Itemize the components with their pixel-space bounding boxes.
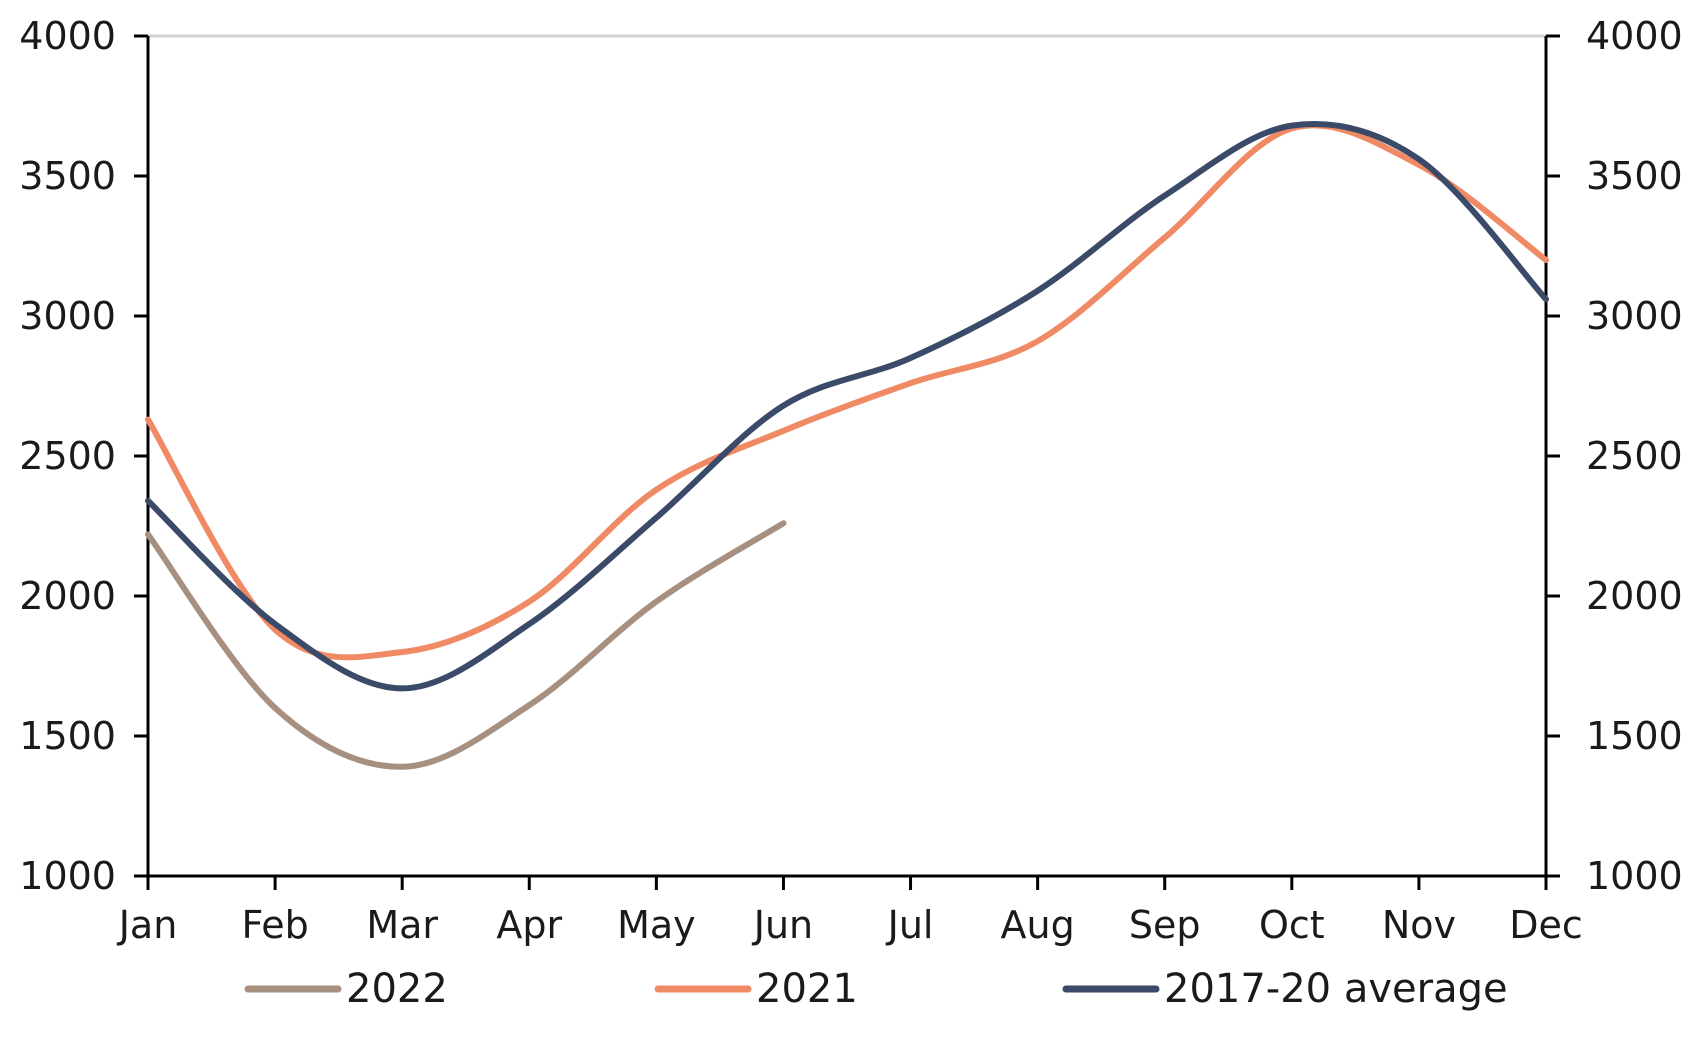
y-tick-label-right: 3500 (1586, 154, 1683, 198)
y-tick-label-left: 3000 (19, 294, 116, 338)
x-tick-label: Oct (1259, 903, 1325, 947)
y-tick-label-left: 1000 (19, 854, 116, 898)
y-tick-label-left: 3500 (19, 154, 116, 198)
legend-label-2022: 2022 (346, 966, 448, 1012)
x-tick-label: Nov (1382, 903, 1456, 947)
x-tick-label: May (617, 903, 696, 947)
series-lines (145, 120, 1549, 770)
series-line-2017-20-average (145, 120, 1549, 692)
legend: 2022 2021 2017-20 average (244, 966, 1508, 1012)
y-tick-label-right: 1500 (1586, 714, 1683, 758)
axes: 1000 1000 1500 1500 2000 2000 2500 2500 3000 3000… (19, 14, 1682, 947)
legend-label-2017-20-average: 2017-20 average (1164, 966, 1508, 1012)
y-tick-label-right: 2000 (1586, 574, 1683, 618)
x-tick-label: Dec (1509, 903, 1583, 947)
x-tick-label: Jul (886, 903, 934, 947)
series-line-2021 (145, 122, 1549, 661)
y-tick-label-left: 2500 (19, 434, 116, 478)
y-tick-label-right: 2500 (1586, 434, 1683, 478)
x-tick-label: Jun (752, 903, 813, 947)
y-tick-label-left: 2000 (19, 574, 116, 618)
x-tick-label: Mar (366, 903, 438, 947)
y-tick-label-left: 1500 (19, 714, 116, 758)
y-tick-label-left: 4000 (19, 14, 116, 58)
x-tick-label: Aug (1001, 903, 1075, 947)
legend-label-2021: 2021 (756, 966, 858, 1012)
x-tick-label: Jan (117, 903, 178, 947)
series-line-2022 (145, 520, 787, 770)
y-tick-label-right: 4000 (1586, 14, 1683, 58)
y-tick-label-right: 1000 (1586, 854, 1683, 898)
x-tick-label: Feb (241, 903, 308, 947)
x-tick-label: Apr (496, 903, 562, 947)
x-tick-label: Sep (1129, 903, 1201, 947)
y-tick-label-right: 3000 (1586, 294, 1683, 338)
